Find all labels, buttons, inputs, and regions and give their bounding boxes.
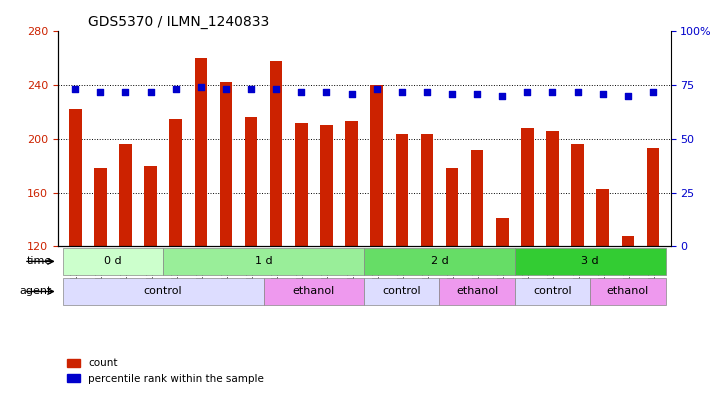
Point — [296, 88, 307, 95]
Point — [120, 88, 131, 95]
FancyBboxPatch shape — [440, 278, 515, 305]
Bar — [396, 134, 408, 246]
Point — [270, 86, 282, 93]
Bar — [521, 128, 534, 246]
Bar — [345, 121, 358, 246]
Bar — [622, 236, 634, 246]
Point — [597, 91, 609, 97]
Text: 3 d: 3 d — [581, 256, 599, 266]
Point — [346, 91, 358, 97]
Bar — [69, 109, 81, 246]
Bar — [371, 85, 383, 246]
FancyBboxPatch shape — [515, 248, 665, 275]
Text: agent: agent — [19, 286, 52, 296]
FancyBboxPatch shape — [63, 248, 163, 275]
Bar — [144, 166, 157, 246]
Bar — [195, 58, 207, 246]
Bar — [446, 169, 459, 246]
FancyBboxPatch shape — [264, 278, 364, 305]
Bar — [571, 144, 584, 246]
Bar — [270, 61, 283, 246]
Point — [622, 93, 634, 99]
Point — [69, 86, 81, 93]
Text: GDS5370 / ILMN_1240833: GDS5370 / ILMN_1240833 — [89, 15, 270, 29]
Point — [547, 88, 558, 95]
Text: ethanol: ethanol — [293, 286, 335, 296]
Bar — [245, 118, 257, 246]
Point — [446, 91, 458, 97]
Point — [472, 91, 483, 97]
FancyBboxPatch shape — [590, 278, 665, 305]
FancyBboxPatch shape — [63, 278, 264, 305]
Bar — [119, 144, 132, 246]
Legend: count, percentile rank within the sample: count, percentile rank within the sample — [63, 354, 268, 388]
Point — [521, 88, 533, 95]
Point — [497, 93, 508, 99]
Text: control: control — [144, 286, 182, 296]
Text: time: time — [26, 256, 52, 266]
Text: 2 d: 2 d — [430, 256, 448, 266]
Point — [195, 84, 207, 90]
Point — [396, 88, 407, 95]
Bar — [547, 131, 559, 246]
FancyBboxPatch shape — [364, 248, 515, 275]
Bar — [596, 189, 609, 246]
Point — [572, 88, 583, 95]
Bar — [295, 123, 308, 246]
Text: ethanol: ethanol — [456, 286, 498, 296]
Point — [94, 88, 106, 95]
Point — [170, 86, 182, 93]
Bar — [471, 150, 483, 246]
Point — [245, 86, 257, 93]
Point — [220, 86, 231, 93]
Text: control: control — [382, 286, 421, 296]
Bar — [647, 148, 659, 246]
Point — [145, 88, 156, 95]
Text: ethanol: ethanol — [606, 286, 649, 296]
Bar — [320, 125, 332, 246]
Bar — [496, 218, 508, 246]
Point — [647, 88, 659, 95]
FancyBboxPatch shape — [364, 278, 440, 305]
FancyBboxPatch shape — [515, 278, 590, 305]
FancyBboxPatch shape — [163, 248, 364, 275]
Point — [371, 86, 382, 93]
Bar — [420, 134, 433, 246]
Bar — [94, 169, 107, 246]
Text: control: control — [533, 286, 572, 296]
Text: 0 d: 0 d — [104, 256, 122, 266]
Point — [321, 88, 332, 95]
Text: 1 d: 1 d — [255, 256, 273, 266]
Bar — [220, 83, 232, 246]
Bar — [169, 119, 182, 246]
Point — [421, 88, 433, 95]
